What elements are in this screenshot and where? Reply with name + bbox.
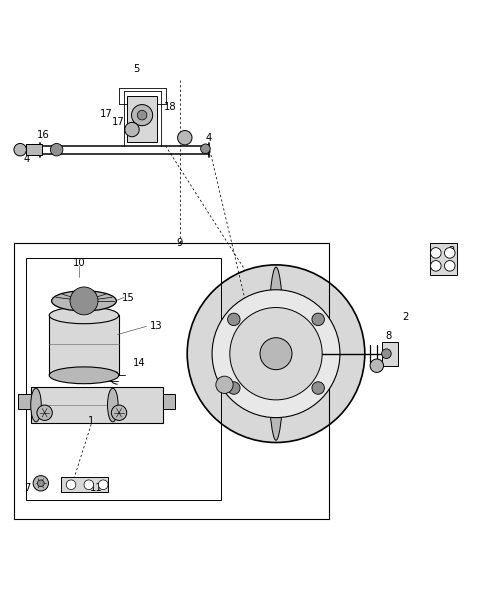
Bar — [430, 244, 457, 275]
Text: 13: 13 — [150, 321, 162, 331]
Circle shape — [70, 287, 98, 315]
Circle shape — [37, 405, 52, 420]
Text: 17: 17 — [112, 117, 125, 127]
Circle shape — [382, 349, 391, 359]
Bar — [18, 393, 33, 409]
Circle shape — [431, 260, 441, 271]
Circle shape — [132, 104, 153, 126]
Circle shape — [444, 260, 455, 271]
Text: 10: 10 — [73, 257, 85, 267]
Text: 12: 12 — [113, 407, 125, 416]
Bar — [26, 144, 42, 155]
Text: 2: 2 — [402, 312, 409, 322]
Circle shape — [312, 313, 324, 325]
Circle shape — [37, 480, 44, 487]
Circle shape — [14, 143, 26, 156]
Text: 15: 15 — [122, 293, 135, 303]
Text: 12: 12 — [33, 407, 46, 416]
Bar — [382, 341, 398, 366]
Text: 14: 14 — [133, 358, 145, 368]
Bar — [14, 244, 329, 519]
Bar — [31, 387, 163, 423]
Circle shape — [50, 143, 63, 156]
Bar — [49, 315, 119, 376]
Text: 6: 6 — [285, 382, 291, 392]
Circle shape — [312, 382, 324, 394]
Circle shape — [187, 265, 365, 442]
Circle shape — [137, 110, 147, 120]
Ellipse shape — [49, 367, 119, 384]
Circle shape — [84, 480, 94, 490]
Circle shape — [228, 313, 240, 325]
Ellipse shape — [31, 388, 41, 422]
Bar — [61, 477, 108, 493]
Text: 18: 18 — [164, 103, 177, 112]
Circle shape — [66, 480, 76, 490]
Circle shape — [431, 248, 441, 258]
Circle shape — [33, 476, 48, 491]
Bar — [163, 393, 175, 409]
Bar — [26, 258, 221, 500]
Text: 16: 16 — [37, 130, 49, 140]
Text: 5: 5 — [133, 64, 140, 74]
Text: 4: 4 — [23, 154, 30, 164]
Circle shape — [201, 144, 210, 153]
Text: 7: 7 — [24, 483, 31, 493]
Circle shape — [212, 290, 340, 418]
Circle shape — [260, 338, 292, 370]
Circle shape — [230, 307, 322, 400]
Text: 3: 3 — [448, 245, 455, 256]
Circle shape — [125, 122, 139, 137]
Text: 9: 9 — [177, 238, 183, 248]
Circle shape — [370, 359, 384, 373]
Circle shape — [98, 480, 108, 490]
Ellipse shape — [268, 267, 284, 440]
Ellipse shape — [51, 291, 117, 311]
Text: 4: 4 — [205, 133, 212, 143]
Circle shape — [178, 131, 192, 145]
Circle shape — [216, 376, 233, 393]
Circle shape — [111, 405, 127, 420]
Circle shape — [228, 382, 240, 394]
Ellipse shape — [49, 307, 119, 324]
Bar — [127, 96, 157, 141]
Text: 17: 17 — [100, 109, 113, 119]
Text: 1: 1 — [88, 416, 95, 426]
Text: 8: 8 — [385, 331, 392, 341]
Text: 11: 11 — [90, 483, 102, 493]
Ellipse shape — [108, 388, 118, 422]
Circle shape — [444, 248, 455, 258]
